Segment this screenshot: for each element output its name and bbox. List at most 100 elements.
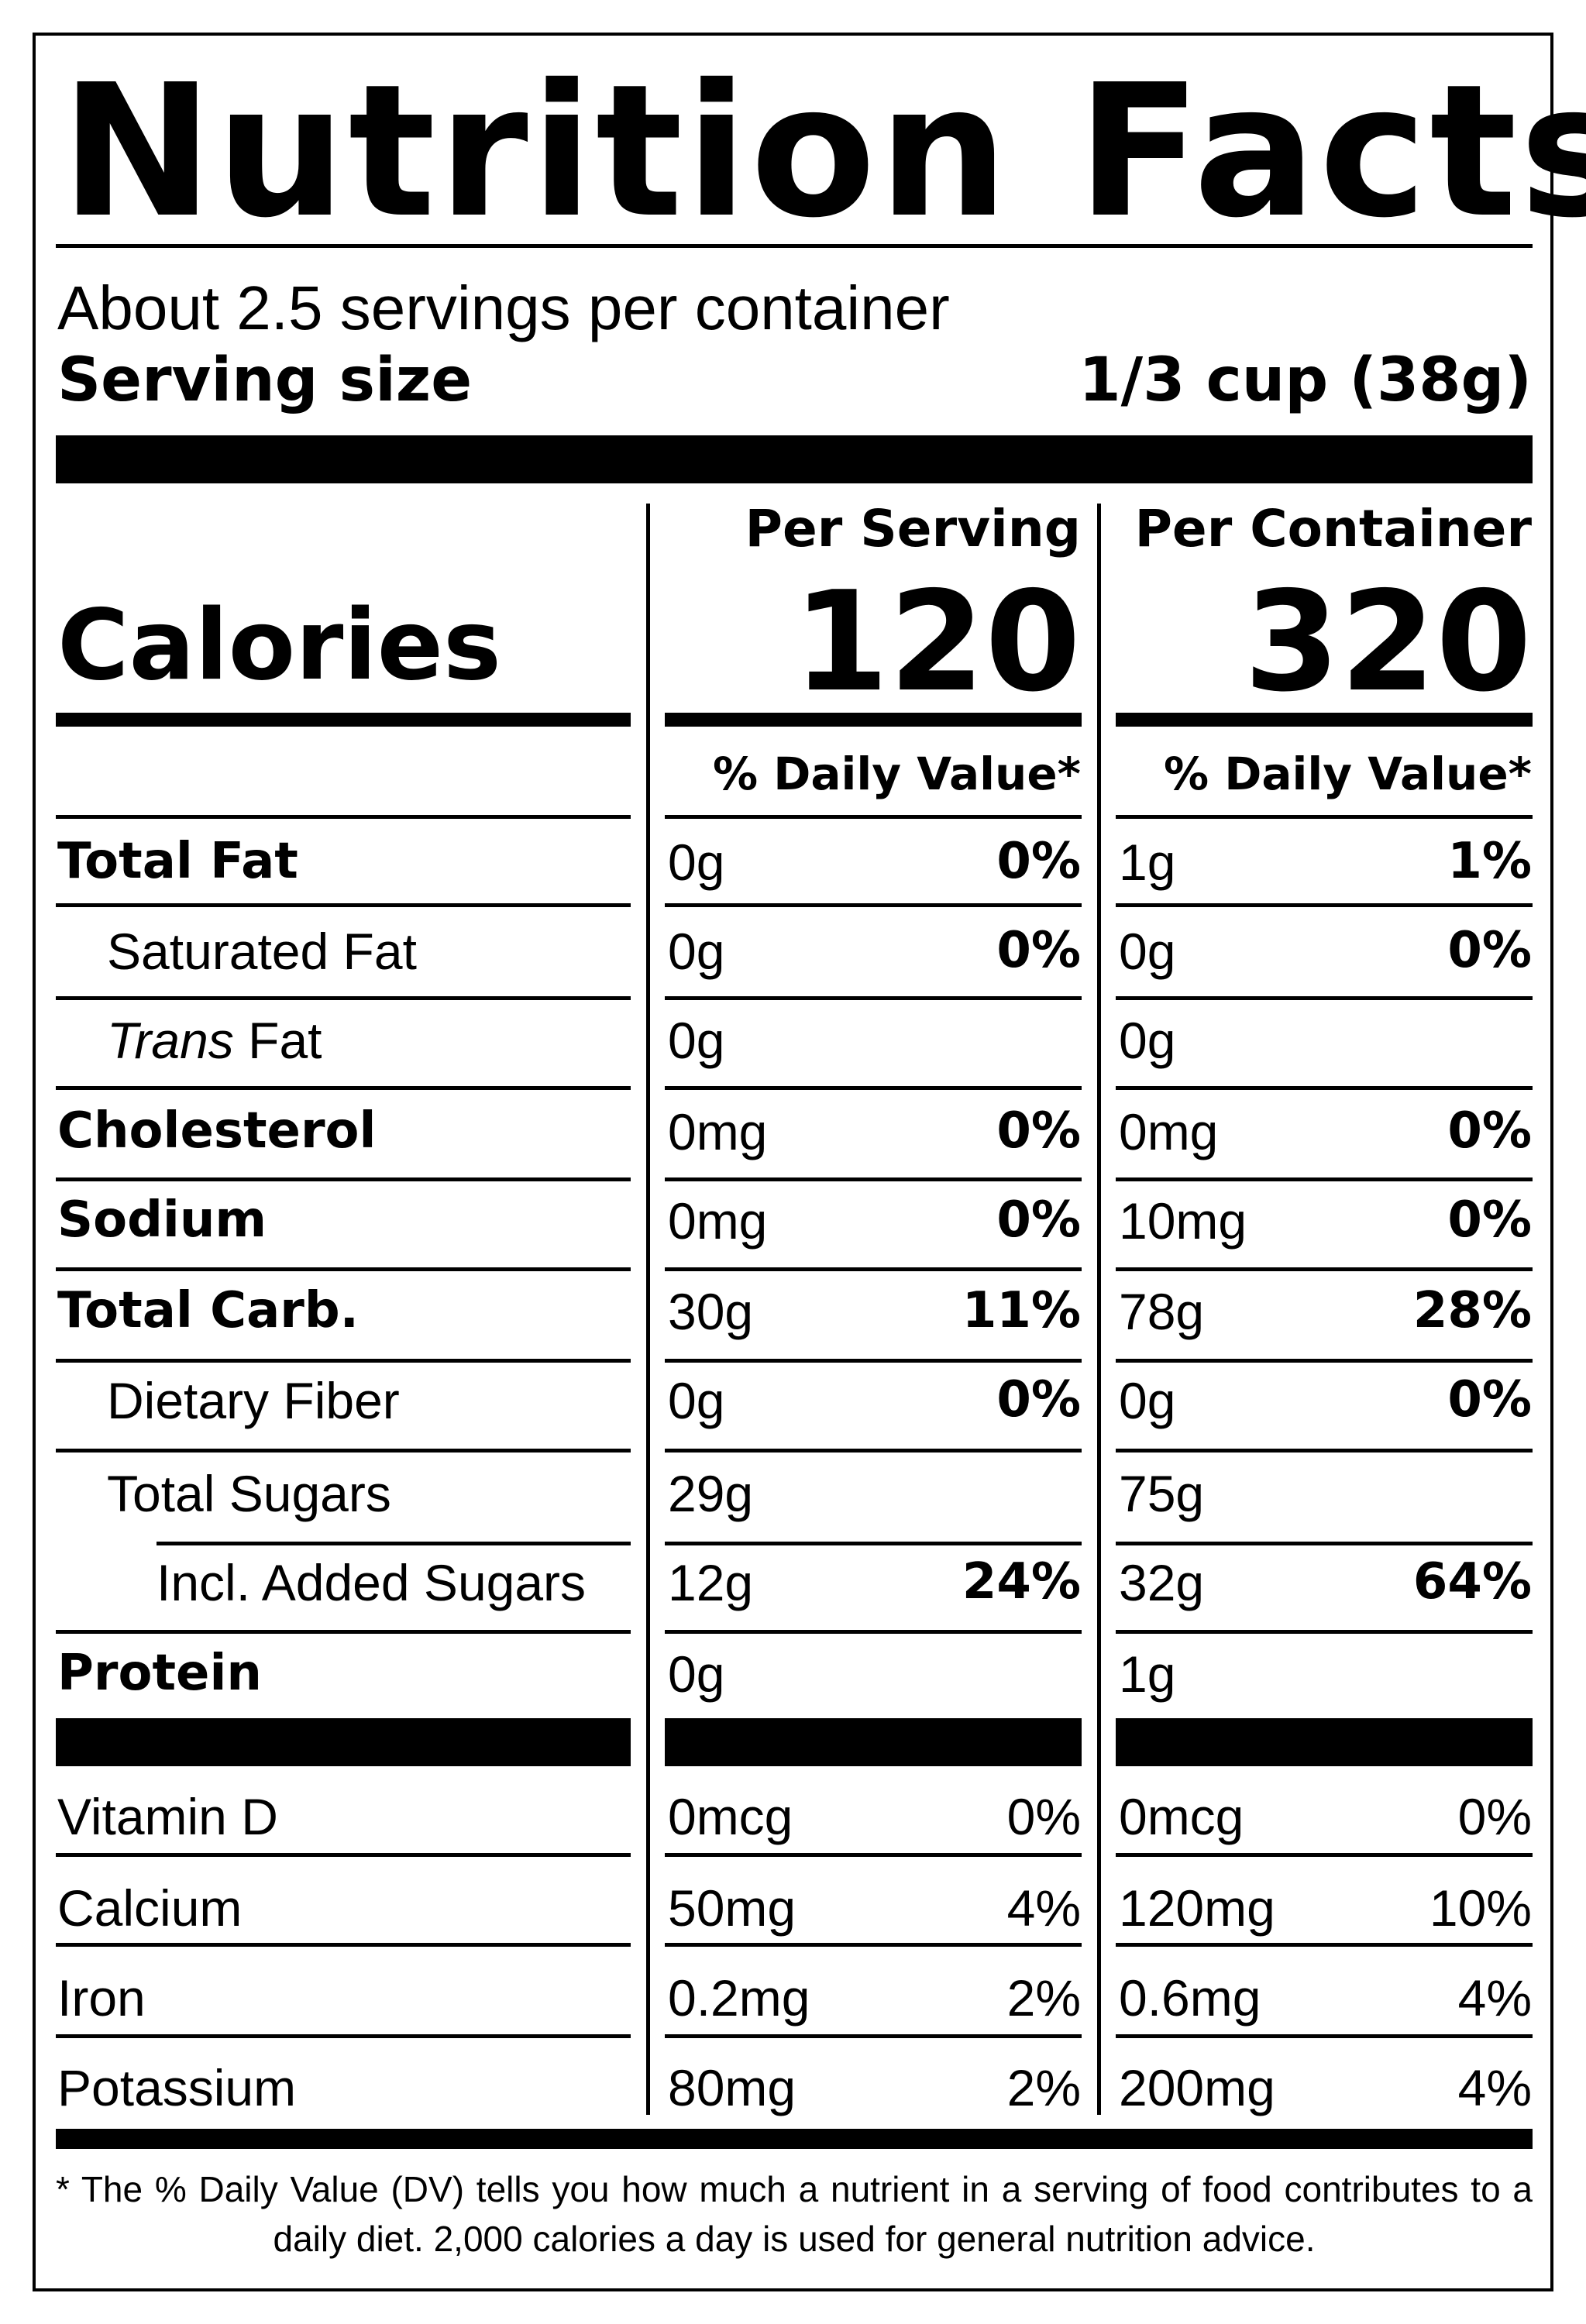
vitamin-container-amount: 0mcg	[1119, 1788, 1244, 1845]
serving-amount: 0g	[668, 834, 725, 891]
container-amount: 0g	[1119, 923, 1176, 980]
calories-divider-label	[56, 713, 631, 727]
vitamin-serving-dv: 2%	[1006, 1969, 1081, 2027]
serving-daily-value: 0%	[996, 1191, 1081, 1249]
nutrient-name: Total Sugars	[107, 1468, 391, 1519]
serving-daily-value: 11%	[962, 1282, 1081, 1339]
serving-daily-value: 24%	[962, 1553, 1081, 1611]
serving-daily-value: 0%	[996, 922, 1081, 979]
vitamin-serving-amount: 50mg	[668, 1879, 796, 1937]
row-divider-container	[1116, 1449, 1533, 1452]
nutrient-name-text: Cholesterol	[57, 1102, 377, 1160]
protein-bar-label	[56, 1718, 631, 1766]
nutrient-name: Total Carb.	[57, 1286, 359, 1336]
serving-amount: 0g	[668, 1645, 725, 1703]
row-divider-serving	[665, 1359, 1082, 1363]
vitamin-divider-label	[56, 2034, 631, 2038]
vitamin-divider-label	[56, 1943, 631, 1947]
nutrient-name-italic: Trans	[107, 1012, 234, 1069]
container-amount: 10mg	[1119, 1192, 1247, 1250]
vitamin-name: Calcium	[57, 1879, 243, 1937]
nutrient-name-text: Protein	[57, 1645, 262, 1702]
vitamin-serving-amount: 0mcg	[668, 1788, 793, 1845]
serving-amount: 0g	[668, 923, 725, 980]
row-divider-label	[56, 1267, 631, 1271]
calories-per-serving: 120	[793, 562, 1081, 722]
nutrient-name: Incl. Added Sugars	[157, 1557, 586, 1608]
vitamin-serving-amount: 80mg	[668, 2059, 796, 2116]
vitamin-serving-amount: 0.2mg	[668, 1969, 810, 2027]
thick-divider-bottom	[56, 2129, 1533, 2149]
row-divider-serving	[665, 1267, 1082, 1271]
nutrition-label-border	[33, 33, 1553, 2291]
container-amount: 0g	[1119, 1012, 1176, 1069]
row-divider-container	[1116, 903, 1533, 907]
vitamin-name: Iron	[57, 1969, 146, 2027]
calories-label: Calories	[57, 588, 502, 702]
row-divider-serving	[665, 815, 1082, 819]
row-divider-container	[1116, 815, 1533, 819]
nutrient-name-text: Fat	[233, 1012, 322, 1069]
protein-bar-container	[1116, 1718, 1533, 1766]
nutrient-name-text: Dietary Fiber	[107, 1372, 400, 1429]
row-divider-label	[56, 1086, 631, 1090]
vitamin-container-dv: 4%	[1457, 1969, 1532, 2027]
vitamin-container-amount: 120mg	[1119, 1879, 1275, 1937]
dv-header-container: % Daily Value*	[1163, 748, 1532, 800]
serving-amount: 0mg	[668, 1192, 768, 1250]
row-divider-serving	[665, 903, 1082, 907]
row-divider-serving	[665, 1630, 1082, 1634]
nutrient-name: Total Fat	[57, 837, 298, 886]
vitamin-container-amount: 0.6mg	[1119, 1969, 1261, 2027]
container-daily-value: 28%	[1412, 1282, 1532, 1339]
column-separator-left	[646, 504, 650, 2115]
container-daily-value: 0%	[1447, 1371, 1532, 1428]
container-amount: 1g	[1119, 1645, 1176, 1703]
row-divider-label	[56, 903, 631, 907]
serving-amount: 30g	[668, 1283, 754, 1340]
column-separator-right	[1097, 504, 1101, 2115]
container-amount: 1g	[1119, 834, 1176, 891]
nutrient-name: Dietary Fiber	[107, 1375, 400, 1426]
nutrient-name-text: Total Carb.	[57, 1282, 359, 1339]
serving-amount: 0g	[668, 1372, 725, 1429]
serving-amount: 29g	[668, 1465, 754, 1522]
title-divider	[56, 244, 1533, 248]
serving-amount: 0g	[668, 1012, 725, 1069]
serving-daily-value: 0%	[996, 833, 1081, 890]
per-container-header: Per Container	[1134, 499, 1532, 559]
nutrient-name-text: Total Sugars	[107, 1465, 391, 1522]
vitamin-divider-serving	[665, 1943, 1082, 1947]
nutrient-name-text: Total Fat	[57, 833, 298, 890]
vitamin-divider-container	[1116, 1853, 1533, 1857]
row-divider-label	[56, 996, 631, 1000]
row-divider-container	[1116, 1086, 1533, 1090]
row-divider-container	[1116, 1267, 1533, 1271]
container-daily-value: 1%	[1447, 833, 1532, 890]
calories-divider-serving	[665, 713, 1082, 727]
nutrient-name-text: Sodium	[57, 1191, 267, 1249]
row-divider-label	[56, 1177, 631, 1181]
container-daily-value: 0%	[1447, 922, 1532, 979]
row-divider-label	[56, 1630, 631, 1634]
serving-size-label: Serving size	[57, 346, 473, 415]
vitamin-container-dv: 4%	[1457, 2059, 1532, 2116]
thick-divider-top	[56, 435, 1533, 483]
vitamin-divider-serving	[665, 2034, 1082, 2038]
footnote-text: * The % Daily Value (DV) tells you how m…	[56, 2169, 1533, 2259]
vitamin-name: Potassium	[57, 2059, 297, 2116]
row-divider-container	[1116, 1630, 1533, 1634]
nutrient-name: Protein	[57, 1648, 262, 1698]
row-divider-container	[1116, 1177, 1533, 1181]
row-divider-label	[56, 1449, 631, 1452]
container-amount: 0g	[1119, 1372, 1176, 1429]
nutrient-name: Sodium	[57, 1195, 267, 1245]
row-divider-container	[1116, 1359, 1533, 1363]
protein-bar-serving	[665, 1718, 1082, 1766]
servings-per-container: About 2.5 servings per container	[57, 273, 950, 342]
container-daily-value: 0%	[1447, 1191, 1532, 1249]
vitamin-serving-dv: 0%	[1006, 1788, 1081, 1845]
serving-size-value: 1/3 cup (38g)	[1079, 346, 1532, 415]
container-daily-value: 0%	[1447, 1102, 1532, 1160]
dv-header-serving: % Daily Value*	[712, 748, 1081, 800]
